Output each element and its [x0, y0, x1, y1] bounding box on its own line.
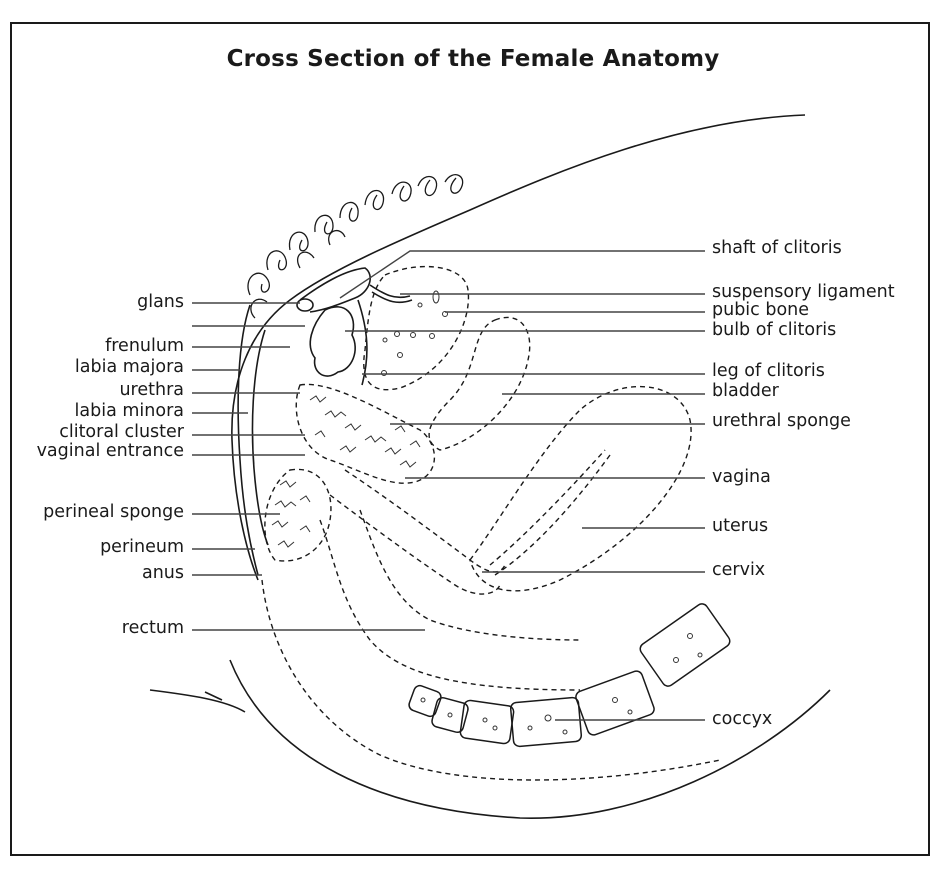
leg-of-clitoris-shape — [357, 299, 368, 386]
label-vagina: vagina — [712, 467, 771, 487]
label-uterus: uterus — [712, 516, 768, 536]
label-labia-majora: labia majora — [75, 357, 184, 377]
pubic-hair — [247, 174, 464, 319]
label-urethral-sponge: urethral sponge — [712, 411, 851, 431]
label-clitoral-cluster: clitoral cluster — [59, 422, 185, 442]
label-perineal-sponge: perineal sponge — [43, 502, 184, 522]
thigh-line-2 — [204, 691, 223, 701]
perineal-sponge-shape — [264, 468, 332, 562]
suspensory-ligament-shape — [369, 284, 413, 304]
thigh-line — [149, 689, 246, 713]
shaft-of-clitoris-leader — [339, 250, 705, 299]
glans-clitoris — [296, 298, 314, 312]
diagram-title: Cross Section of the Female Anatomy — [226, 46, 720, 72]
coccyx-texture — [420, 633, 703, 735]
label-anus: anus — [142, 563, 184, 583]
label-coccyx: coccyx — [712, 709, 772, 729]
label-bulb-of-clitoris: bulb of clitoris — [712, 320, 836, 340]
label-urethra: urethra — [119, 380, 184, 400]
label-labia-minora: labia minora — [75, 401, 184, 421]
urethral-sponge-texture — [309, 395, 421, 468]
pubic-bone-shape — [363, 265, 470, 391]
label-glans: glans — [137, 292, 184, 312]
label-frenulum: frenulum — [105, 336, 184, 356]
label-pubic-bone: pubic bone — [712, 300, 809, 320]
label-suspensory-ligament: suspensory ligament — [712, 282, 895, 302]
buttock-outline — [229, 659, 831, 819]
coccyx-shape — [408, 603, 731, 748]
labia-majora-outline — [237, 304, 259, 576]
pubic-bone-texture — [381, 290, 448, 376]
labia-minora-outline — [251, 329, 269, 546]
label-perineum: perineum — [100, 537, 184, 557]
uterus-shape — [469, 385, 692, 592]
rectum-shape — [319, 509, 581, 691]
label-vaginal-entrance: vaginal entrance — [37, 441, 184, 461]
uterine-cavity — [489, 449, 611, 576]
label-leg-of-clitoris: leg of clitoris — [712, 361, 825, 381]
bulb-of-clitoris-shape — [309, 306, 356, 377]
bladder-shape — [428, 316, 531, 451]
clitoris-shaft — [299, 267, 371, 313]
perineal-sponge-texture — [271, 480, 311, 548]
label-cervix: cervix — [712, 560, 765, 580]
urethral-sponge-shape — [295, 383, 436, 484]
diagram-frame — [10, 22, 930, 856]
posterior-outline — [261, 579, 721, 781]
abdomen-outline — [231, 114, 806, 581]
vagina-shape — [329, 469, 506, 595]
label-rectum: rectum — [122, 618, 184, 638]
label-shaft-of-clitoris: shaft of clitoris — [712, 238, 842, 258]
label-bladder: bladder — [712, 381, 780, 401]
